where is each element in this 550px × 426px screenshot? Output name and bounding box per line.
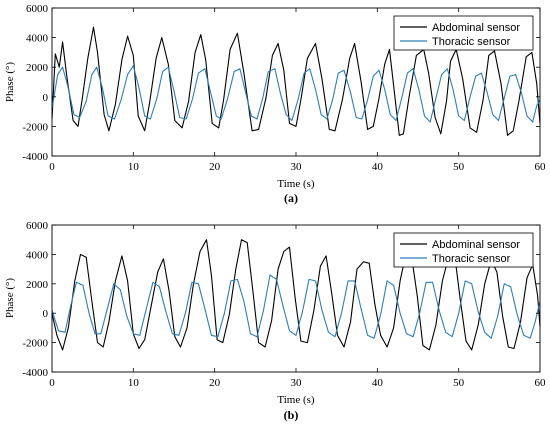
panel-caption: (b) [284, 408, 299, 422]
y-tick-label: 2000 [26, 279, 49, 291]
y-tick-label: -4000 [22, 367, 48, 379]
x-tick-label: 60 [535, 161, 547, 173]
series-line-thoracic [51, 65, 541, 123]
legend-box [393, 15, 534, 51]
x-tick-label: 60 [535, 377, 547, 389]
legend-box [393, 232, 534, 268]
x-tick-label: 0 [49, 161, 55, 173]
x-tick-label: 30 [291, 377, 303, 389]
series-line-abdominal [51, 26, 541, 136]
chart-panel-a: 0 10 20 30 40 50 60 -4000 -2000 0 2000 4000 6000 Time… [4, 3, 546, 205]
legend-label-thoracic: Thoracic sensor [432, 36, 511, 48]
x-tick-label: 10 [128, 161, 140, 173]
y-tick-label: -4000 [22, 151, 48, 163]
y-tick-label: 0 [43, 92, 49, 104]
y-tick-label: -2000 [22, 338, 48, 350]
y-tick-label: -2000 [22, 121, 48, 133]
y-tick-label: 4000 [26, 249, 49, 261]
x-tick-label: 40 [372, 377, 384, 389]
x-tick-label: 40 [372, 161, 384, 173]
x-axis-label: Time (s) [277, 178, 315, 190]
legend-label-thoracic: Thoracic sensor [432, 253, 511, 265]
chart-panel-b: 0 10 20 30 40 50 60 -4000 -2000 0 2000 4000 6000 Time… [4, 220, 546, 422]
y-tick-label: 2000 [26, 62, 49, 74]
y-tick-label: 6000 [26, 3, 49, 15]
y-tick-label: 0 [43, 308, 49, 320]
y-tick-label: 4000 [26, 33, 49, 45]
y-tick-label: 6000 [26, 220, 49, 232]
legend: Abdominal sensor Thoracic sensor [393, 232, 534, 268]
y-axis-label: Phase (°) [4, 278, 16, 318]
legend: Abdominal sensor Thoracic sensor [393, 15, 534, 51]
legend-label-abdominal: Abdominal sensor [432, 22, 520, 34]
y-axis-label: Phase (°) [4, 62, 16, 102]
panel-caption: (a) [284, 191, 298, 205]
series-line-thoracic [51, 274, 541, 339]
x-tick-label: 20 [209, 377, 221, 389]
x-tick-label: 20 [209, 161, 221, 173]
x-tick-label: 0 [49, 377, 55, 389]
x-tick-label: 50 [453, 161, 465, 173]
series-line-abdominal [51, 239, 541, 351]
x-tick-label: 10 [128, 377, 140, 389]
x-tick-label: 30 [291, 161, 303, 173]
x-axis-label: Time (s) [277, 394, 315, 406]
x-tick-label: 50 [453, 377, 465, 389]
legend-label-abdominal: Abdominal sensor [432, 239, 520, 251]
